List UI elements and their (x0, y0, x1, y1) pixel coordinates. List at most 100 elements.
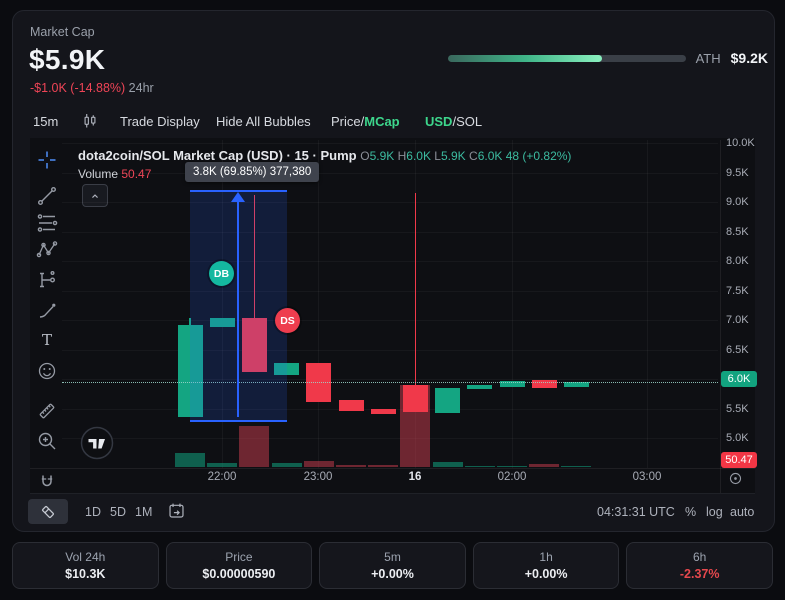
tradingview-logo[interactable] (80, 426, 114, 460)
candle-body (531, 380, 557, 388)
log-scale-button[interactable]: log (706, 505, 723, 519)
go-to-date-button[interactable] (167, 501, 186, 520)
chart-symbol-title: dota2coin/SOL Market Cap (USD) · 15 · Pu… (78, 148, 571, 163)
price-axis-border (720, 140, 721, 493)
candle-body (370, 409, 396, 414)
xabcd-pattern-tool-button[interactable] (36, 239, 58, 261)
volume-bar (336, 465, 366, 467)
projection-tool-button[interactable] (36, 269, 58, 291)
ath-label: ATH (695, 50, 721, 66)
y-tick-label: 10.0K (726, 137, 755, 149)
volume-readout: Volume 50.47 (78, 167, 152, 181)
price-option[interactable]: Price/ (331, 114, 365, 129)
candle-body (563, 381, 589, 388)
usd-option[interactable]: USD (425, 114, 453, 129)
volume-bar (464, 466, 495, 467)
volume-bar (271, 463, 302, 467)
measure-tool-button[interactable] (36, 400, 58, 422)
collapse-legend-button[interactable] (82, 184, 108, 207)
magnet-tool-button[interactable] (36, 471, 58, 493)
market-cap-label: Market Cap (30, 25, 95, 39)
interval-button[interactable]: 15m (33, 114, 59, 129)
y-tick-label: 8.5K (726, 225, 749, 238)
scroll-to-recent-button[interactable] (727, 470, 744, 487)
candle-body (467, 384, 493, 390)
candle-body (177, 324, 203, 417)
volume-bar (529, 464, 560, 467)
y-tick-label: 5.5K (726, 402, 749, 415)
chart-type-button[interactable] (81, 112, 99, 130)
y-tick-label: 7.0K (726, 314, 749, 326)
ath-progress-fill (447, 54, 603, 62)
change-amount: -$1.0K (-14.88%) (30, 81, 126, 95)
ohlc-readout: O5.9K H6.0K L5.9K C6.0K 48 (+0.82%) (360, 149, 572, 163)
measure-tooltip: 3.8K (69.85%) 377,380 (185, 162, 320, 182)
x-tick-label: 22:00 (207, 471, 237, 483)
stat-card-price: Price $0.00000590 (165, 542, 313, 589)
market-cap-change: -$1.0K (-14.88%) 24hr (30, 81, 154, 95)
auto-scale-button[interactable]: auto (730, 505, 755, 519)
sol-option[interactable]: /SOL (452, 114, 483, 129)
chart-background (30, 138, 755, 493)
trend-line-tool-button[interactable] (36, 185, 58, 207)
candle-wick (253, 194, 256, 372)
horizontal-gridline (62, 408, 718, 410)
brush-tool-button[interactable] (36, 299, 58, 321)
range-5d-button[interactable]: 5D (110, 505, 126, 519)
time-axis-border (30, 468, 755, 469)
horizontal-gridline (62, 231, 718, 233)
vertical-gridline (318, 140, 319, 468)
eraser-tool-button[interactable] (28, 499, 68, 524)
measure-arrow-line (237, 201, 239, 417)
y-tick-label: 9.5K (726, 166, 749, 179)
horizontal-gridline (62, 202, 718, 203)
stat-card-vol24h: Vol 24h $10.3K (12, 542, 159, 589)
x-tick-label: 16 (408, 471, 422, 483)
circle-dot-icon (727, 470, 744, 487)
x-tick-label: 02:00 (497, 471, 527, 483)
horizontal-gridline (62, 290, 718, 292)
stats-bar: Vol 24h $10.3K Price $0.00000590 5m +0.0… (12, 542, 773, 589)
candle-body (435, 387, 461, 414)
last-price-badge: 6.0K (721, 371, 757, 387)
svg-text:T: T (42, 331, 52, 349)
dev-sell-bubble[interactable]: DS (275, 308, 300, 333)
emoji-tool-button[interactable] (36, 360, 58, 382)
volume-bar (432, 462, 463, 467)
y-tick-label: 5.0K (726, 432, 749, 444)
price-mcap-toggle[interactable]: Price/MCap (331, 114, 400, 129)
vertical-gridline (222, 140, 223, 468)
mcap-option[interactable]: MCap (364, 114, 400, 129)
volume-bar (368, 465, 399, 467)
calendar-icon (167, 501, 186, 520)
range-1m-button[interactable]: 1M (135, 505, 153, 519)
volume-bar (207, 463, 238, 467)
candle-body (209, 318, 235, 328)
percent-scale-button[interactable]: % (685, 505, 697, 519)
horizontal-gridline (62, 261, 718, 262)
fib-retracement-tool-button[interactable] (36, 212, 58, 234)
range-1d-button[interactable]: 1D (85, 505, 101, 519)
change-period: 24hr (128, 81, 154, 95)
candlestick-icon (81, 112, 99, 130)
horizontal-gridline (62, 320, 718, 321)
x-tick-label: 23:00 (303, 471, 333, 483)
hide-all-bubbles-button[interactable]: Hide All Bubbles (216, 114, 311, 129)
stat-card-6h: 6h -2.37% (626, 542, 773, 589)
ath-progress: ATH $9.2K (447, 50, 768, 66)
candle-body (241, 318, 267, 372)
horizontal-gridline (62, 349, 718, 351)
usd-sol-toggle[interactable]: USD/SOL (425, 114, 482, 129)
text-tool-button[interactable]: T (36, 329, 58, 351)
crosshair-tool-button[interactable] (36, 149, 58, 171)
trade-display-button[interactable]: Trade Display (120, 114, 200, 129)
market-cap-value: $5.9K (29, 44, 106, 75)
x-tick-label: 03:00 (632, 471, 662, 483)
volume-bar (303, 461, 334, 467)
zoom-in-tool-button[interactable] (36, 430, 58, 452)
candle-body (338, 400, 364, 411)
candle-wick (414, 193, 417, 413)
eraser-icon (38, 502, 58, 522)
dev-buy-bubble[interactable]: DB (209, 261, 234, 286)
clock-utc-button[interactable]: 04:31:31 UTC (597, 505, 675, 519)
